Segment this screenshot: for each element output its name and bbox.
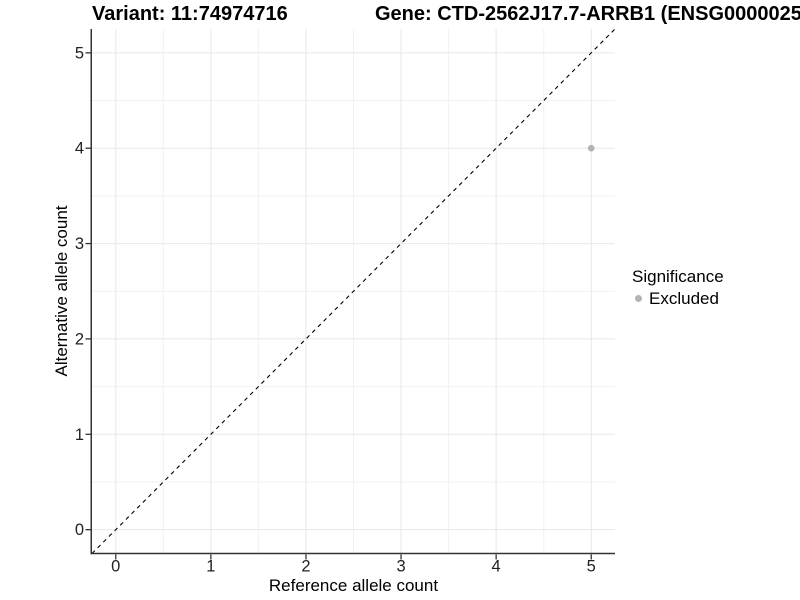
identity-line xyxy=(91,28,616,554)
y-tick-label: 0 xyxy=(75,521,84,539)
y-tick-label: 4 xyxy=(75,140,84,158)
legend-item: Excluded xyxy=(632,289,724,308)
x-tick-label: 2 xyxy=(301,558,310,576)
y-tick-label: 3 xyxy=(75,235,84,253)
x-tick-label: 4 xyxy=(492,558,501,576)
legend-point-icon xyxy=(635,295,642,302)
x-tick-label: 5 xyxy=(587,558,596,576)
legend-title: Significance xyxy=(632,267,724,286)
variant-title: Variant: 11:74974716 xyxy=(92,3,288,25)
gene-title: Gene: CTD-2562J17.7-ARRB1 (ENSG0000025 xyxy=(375,3,800,25)
legend-item-label: Excluded xyxy=(649,289,719,308)
x-axis-title: Reference allele count xyxy=(268,576,439,595)
y-axis-title: Alternative allele count xyxy=(52,205,71,377)
data-point xyxy=(587,144,595,152)
x-tick-label: 0 xyxy=(111,558,120,576)
y-tick-label: 2 xyxy=(75,330,84,348)
x-tick-label: 3 xyxy=(396,558,405,576)
x-tick-label: 1 xyxy=(206,558,215,576)
y-tick-label: 1 xyxy=(75,426,84,444)
y-tick-label: 5 xyxy=(75,44,84,62)
legend: Significance Excluded xyxy=(632,267,724,308)
